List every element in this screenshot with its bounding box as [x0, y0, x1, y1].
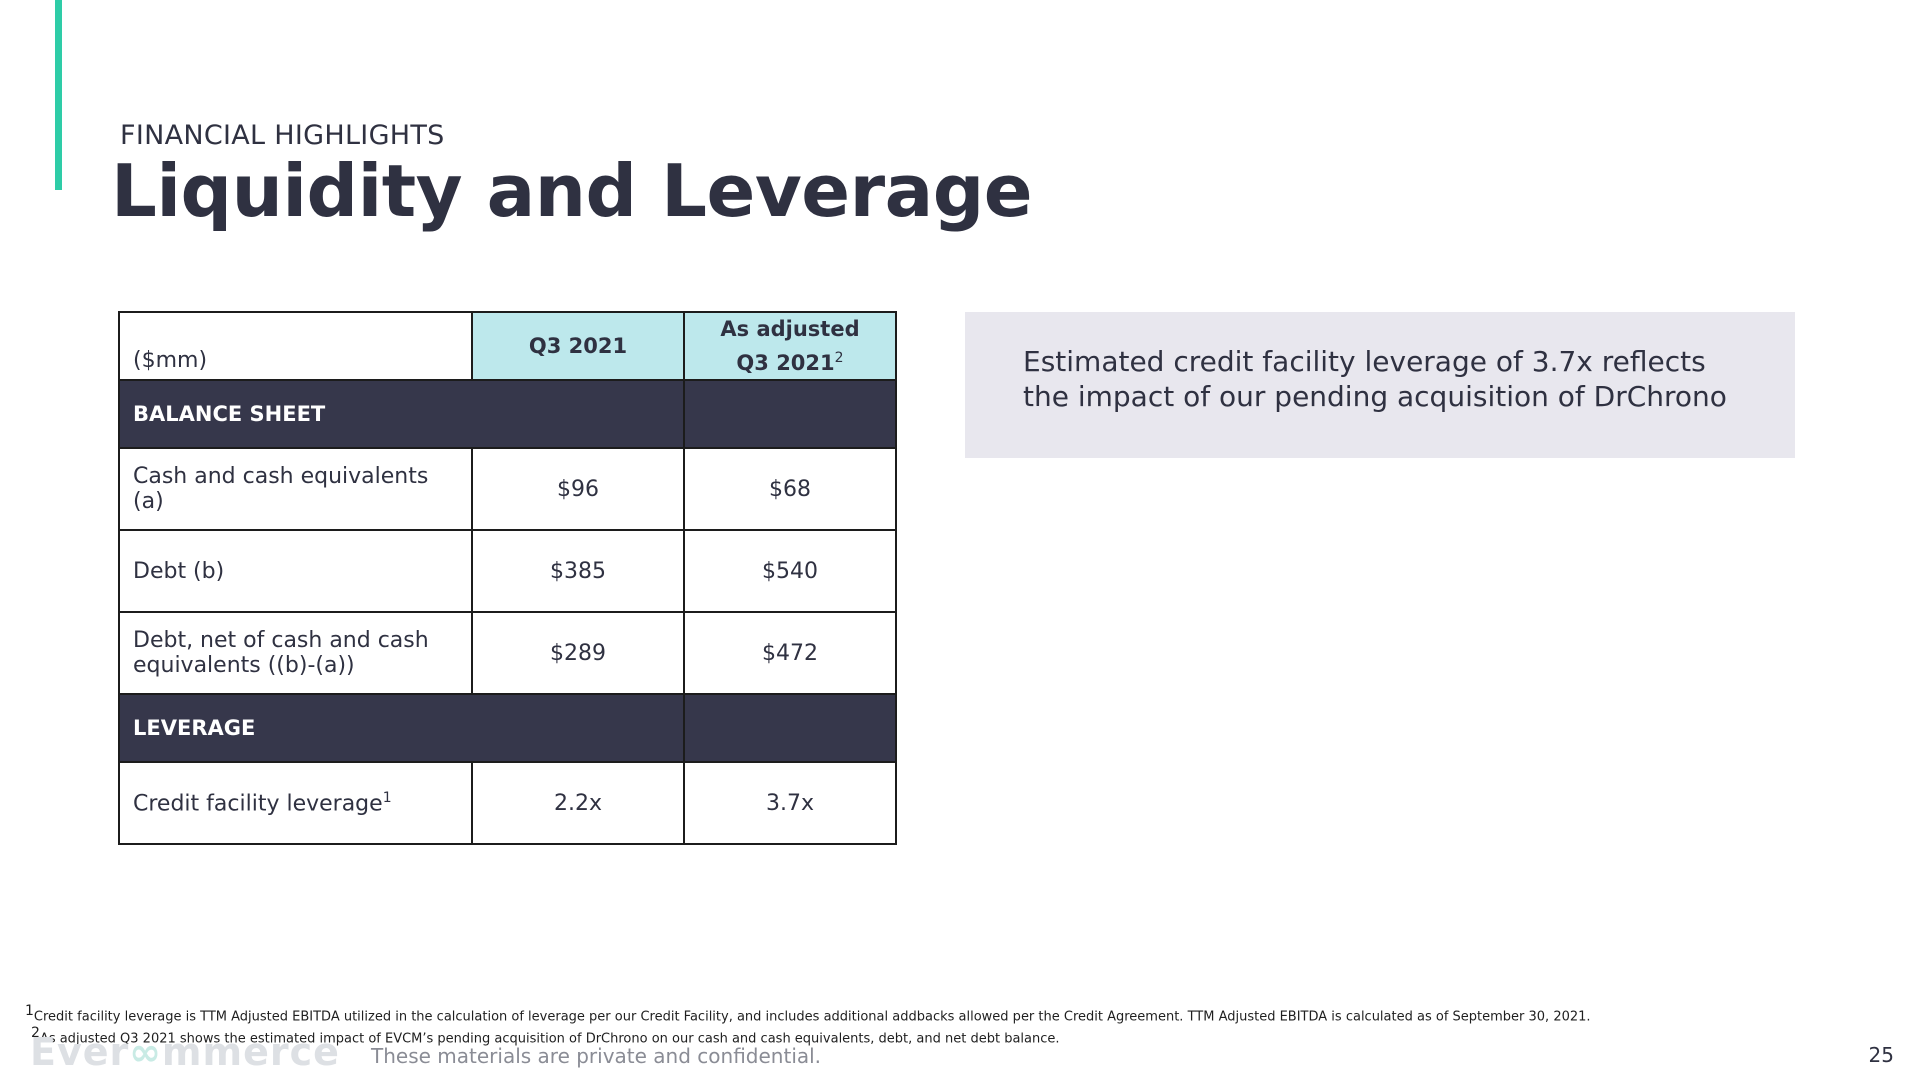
adjusted-value: $472 — [683, 611, 897, 695]
q3-value: 2.2x — [471, 761, 685, 845]
adjusted-header-line1: As adjusted — [720, 316, 860, 341]
row-label-line2: equivalents ((b)-(a)) — [133, 653, 355, 678]
row-label: Debt (b) — [118, 529, 473, 613]
footnote-2-text: As adjusted Q3 2021 shows the estimated … — [39, 1031, 1060, 1047]
q3-header: Q3 2021 — [528, 333, 628, 358]
adjusted-value: 3.7x — [683, 761, 897, 845]
section-empty-cell — [683, 693, 897, 763]
adjusted-value: $68 — [683, 447, 897, 531]
adjusted-header-line2: Q3 2021 — [736, 350, 835, 375]
leverage-footnote-ref: 1 — [382, 789, 392, 806]
section-eyebrow: FINANCIAL HIGHLIGHTS — [120, 120, 445, 151]
adjusted-footnote-ref: 2 — [834, 349, 844, 366]
row-label: Debt, net of cash and cash equivalents (… — [118, 611, 473, 695]
table-header-row: ($mm) Q3 2021 As adjusted Q3 20212 — [118, 311, 897, 381]
logo-text-a: Ever — [30, 1030, 130, 1074]
adjusted-value: $540 — [683, 529, 897, 613]
q3-value: $385 — [471, 529, 685, 613]
page-number: 25 — [1868, 1043, 1894, 1067]
footnote-2-marker: 2 — [31, 1025, 40, 1042]
footnote-1-text: Credit facility leverage is TTM Adjusted… — [33, 1009, 1591, 1025]
page-title: Liquidity and Leverage — [111, 149, 1033, 233]
row-label-text: Credit facility leverage — [133, 791, 383, 817]
q3-value: $289 — [471, 611, 685, 695]
callout-text: Estimated credit facility leverage of 3.… — [1023, 345, 1727, 413]
section-empty-cell — [683, 379, 897, 449]
evercommerce-logo: Ever∞mmerce — [30, 1032, 340, 1072]
footnote-1: 1Credit facility leverage is TTM Adjuste… — [25, 1003, 1591, 1025]
adjusted-header-cell: As adjusted Q3 20212 — [683, 311, 897, 381]
row-label: Cash and cash equivalents (a) — [118, 447, 473, 531]
footnote-2: 2As adjusted Q3 2021 shows the estimated… — [25, 1025, 1591, 1047]
section-row-leverage: LEVERAGE — [118, 693, 897, 763]
accent-bar — [55, 0, 62, 190]
table-row: Credit facility leverage1 2.2x 3.7x — [118, 761, 897, 845]
section-label: LEVERAGE — [118, 693, 685, 763]
table-row: Cash and cash equivalents (a) $96 $68 — [118, 447, 897, 531]
confidentiality-notice: These materials are private and confiden… — [371, 1044, 822, 1068]
q3-header-cell: Q3 2021 — [471, 311, 685, 381]
financial-table: ($mm) Q3 2021 As adjusted Q3 20212 BALAN… — [118, 311, 897, 845]
table-row: Debt (b) $385 $540 — [118, 529, 897, 613]
callout-box: Estimated credit facility leverage of 3.… — [965, 312, 1795, 458]
infinity-icon: ∞ — [129, 1030, 162, 1074]
table-row: Debt, net of cash and cash equivalents (… — [118, 611, 897, 695]
unit-label: ($mm) — [133, 347, 208, 373]
footnote-1-marker: 1 — [25, 1003, 34, 1019]
row-label-line1: Debt, net of cash and cash — [133, 628, 429, 653]
q3-value: $96 — [471, 447, 685, 531]
row-label: Credit facility leverage1 — [118, 761, 473, 845]
logo-text-b: mmerce — [161, 1030, 340, 1074]
footnotes: 1Credit facility leverage is TTM Adjuste… — [25, 1003, 1591, 1048]
section-row-balance-sheet: BALANCE SHEET — [118, 379, 897, 449]
section-label: BALANCE SHEET — [118, 379, 685, 449]
unit-header-cell: ($mm) — [118, 311, 473, 381]
